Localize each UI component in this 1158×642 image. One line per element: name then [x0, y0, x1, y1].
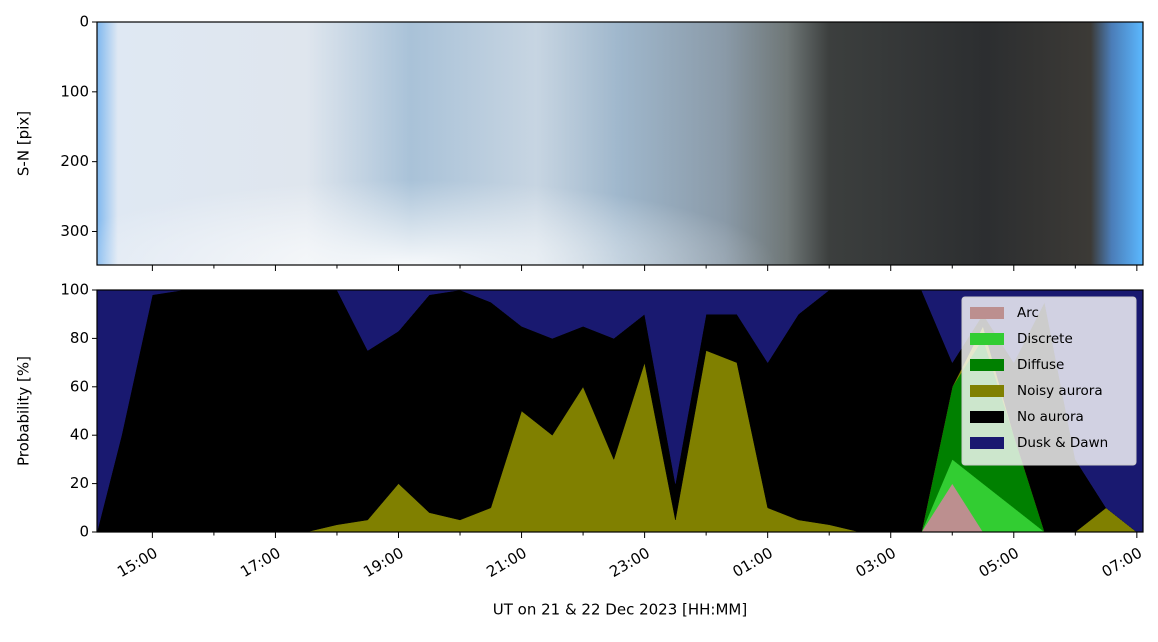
legend-label: Dusk & Dawn [1017, 435, 1108, 451]
axes-frame [96, 21, 1144, 266]
legend-label: No aurora [1017, 409, 1084, 425]
y-tick-label: 40 [70, 426, 89, 444]
x-tick-label: 15:00 [114, 544, 160, 581]
legend-swatch [970, 437, 1004, 449]
y-tick-label: 0 [79, 523, 89, 541]
y-tick-label: 100 [60, 82, 89, 100]
x-tick-label: 21:00 [483, 544, 529, 581]
y-tick-label: 80 [70, 329, 89, 347]
x-tick-label: 05:00 [976, 544, 1022, 581]
legend-label: Discrete [1017, 331, 1073, 347]
x-tick-label: 17:00 [237, 544, 283, 581]
x-tick-label: 23:00 [606, 544, 652, 581]
y-tick-label: 200 [60, 152, 89, 170]
y-tick-label: 0 [79, 13, 89, 31]
y-tick-label: 100 [60, 281, 89, 299]
legend-label: Noisy aurora [1017, 383, 1103, 399]
legend-label: Arc [1017, 305, 1039, 321]
legend-box [961, 296, 1137, 466]
legend-swatch [970, 411, 1004, 423]
x-tick-label: 07:00 [1099, 544, 1145, 581]
x-axis-label: UT on 21 & 22 Dec 2023 [HH:MM] [493, 601, 747, 619]
y-axis-label: Probability [%] [15, 356, 33, 466]
legend-swatch [970, 385, 1004, 397]
legend: Arc Discrete Diffuse Noisy aurora No aurora D… [961, 296, 1137, 466]
y-tick-label: 20 [70, 474, 89, 492]
keogram-glow [97, 22, 1143, 265]
legend-swatch [970, 307, 1004, 319]
axes-frame [96, 289, 1144, 533]
y-tick-label: 60 [70, 377, 89, 395]
y-axis-label: S-N [pix] [15, 111, 33, 176]
x-tick-label: 19:00 [360, 544, 406, 581]
x-tick-label: 03:00 [853, 544, 899, 581]
x-tick-label: 01:00 [729, 544, 775, 581]
legend-swatch [970, 333, 1004, 345]
legend-swatch [970, 359, 1004, 371]
y-tick-label: 300 [60, 222, 89, 240]
legend-label: Diffuse [1017, 357, 1064, 373]
